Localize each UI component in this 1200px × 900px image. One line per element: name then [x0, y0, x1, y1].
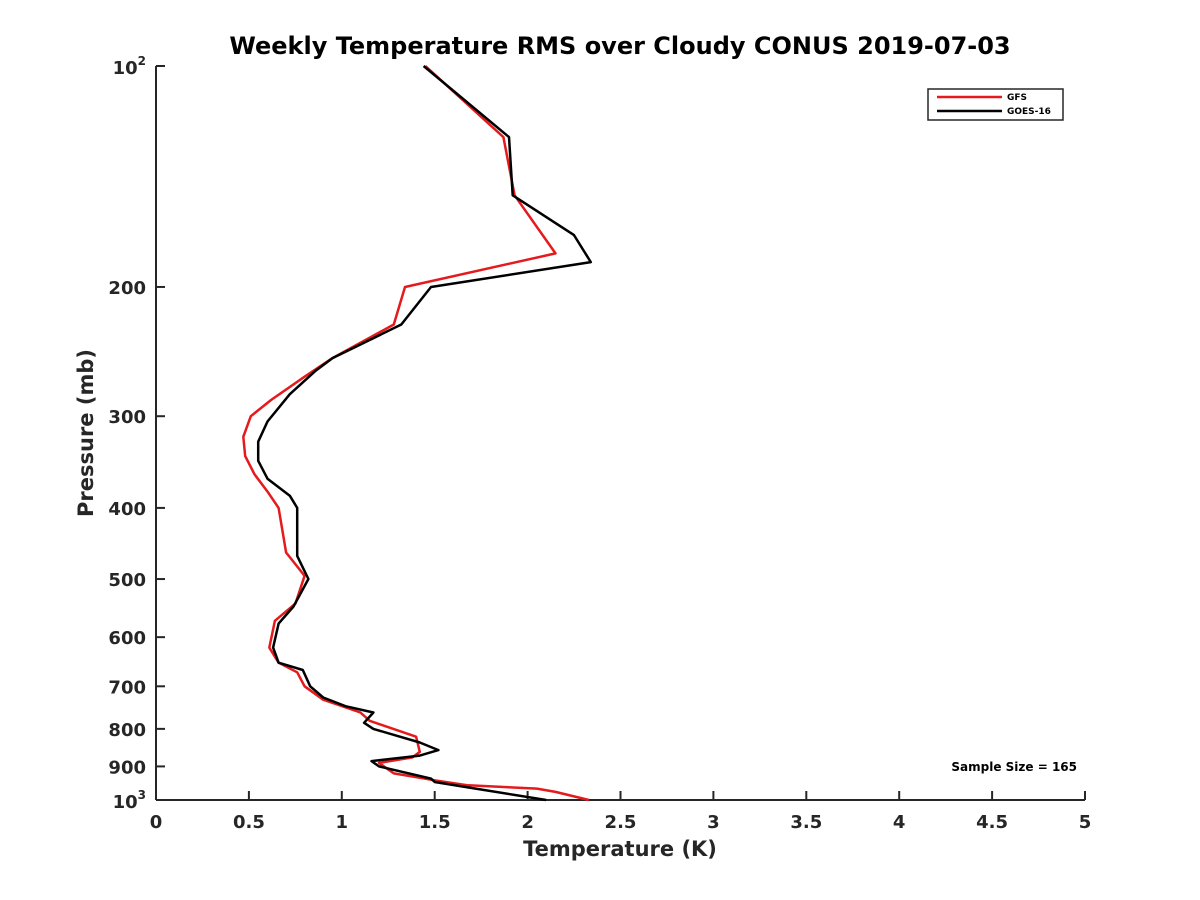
x-tick-label: 2: [521, 812, 534, 833]
series-line-gfs: [242, 65, 590, 802]
x-tick-label: 0.5: [233, 812, 265, 833]
y-tick-label: 500: [108, 570, 146, 591]
y-tick-label: 900: [108, 757, 146, 778]
y-tick-label: 300: [108, 407, 146, 428]
chart-title: Weekly Temperature RMS over Cloudy CONUS…: [229, 32, 1010, 60]
y-tick-label: 103: [113, 788, 146, 813]
y-axis-label: Pressure (mb): [74, 349, 98, 517]
legend-label-gfs: GFS: [1007, 93, 1027, 103]
series-lines: [242, 65, 593, 802]
series-line-goes16: [256, 65, 593, 802]
x-tick-label: 1.5: [419, 812, 451, 833]
x-tick-label: 4: [893, 812, 906, 833]
y-ticks: 102 200 300 400 500 600 700 800 900 103: [108, 54, 165, 813]
x-tick-label: 0: [150, 812, 163, 833]
legend-box: [927, 88, 1064, 121]
x-tick-label: 2.5: [605, 812, 637, 833]
x-axis-label: Temperature (K): [523, 837, 717, 861]
y-tick-label: 102: [113, 54, 146, 79]
y-tick-label: 400: [108, 499, 146, 520]
x-tick-label: 4.5: [976, 812, 1008, 833]
x-tick-label: 3.5: [790, 812, 822, 833]
x-tick-label: 5: [1079, 812, 1092, 833]
sample-size-annotation: Sample Size = 165: [951, 760, 1077, 774]
x-ticks: 0 0.5 1 1.5 2 2.5 3 3.5 4 4.5 5: [150, 791, 1092, 833]
x-tick-label: 3: [707, 812, 720, 833]
y-tick-label: 200: [108, 278, 146, 299]
y-tick-label: 600: [108, 628, 146, 649]
y-tick-label: 800: [108, 720, 146, 741]
y-tick-label: 700: [108, 677, 146, 698]
axes: 0 0.5 1 1.5 2 2.5 3 3.5 4 4.5 5 102 200 300 400 500 600…: [108, 54, 1091, 833]
legend: GFS GOES-16: [927, 88, 1064, 121]
legend-label-goes16: GOES-16: [1007, 107, 1051, 117]
x-tick-label: 1: [336, 812, 349, 833]
